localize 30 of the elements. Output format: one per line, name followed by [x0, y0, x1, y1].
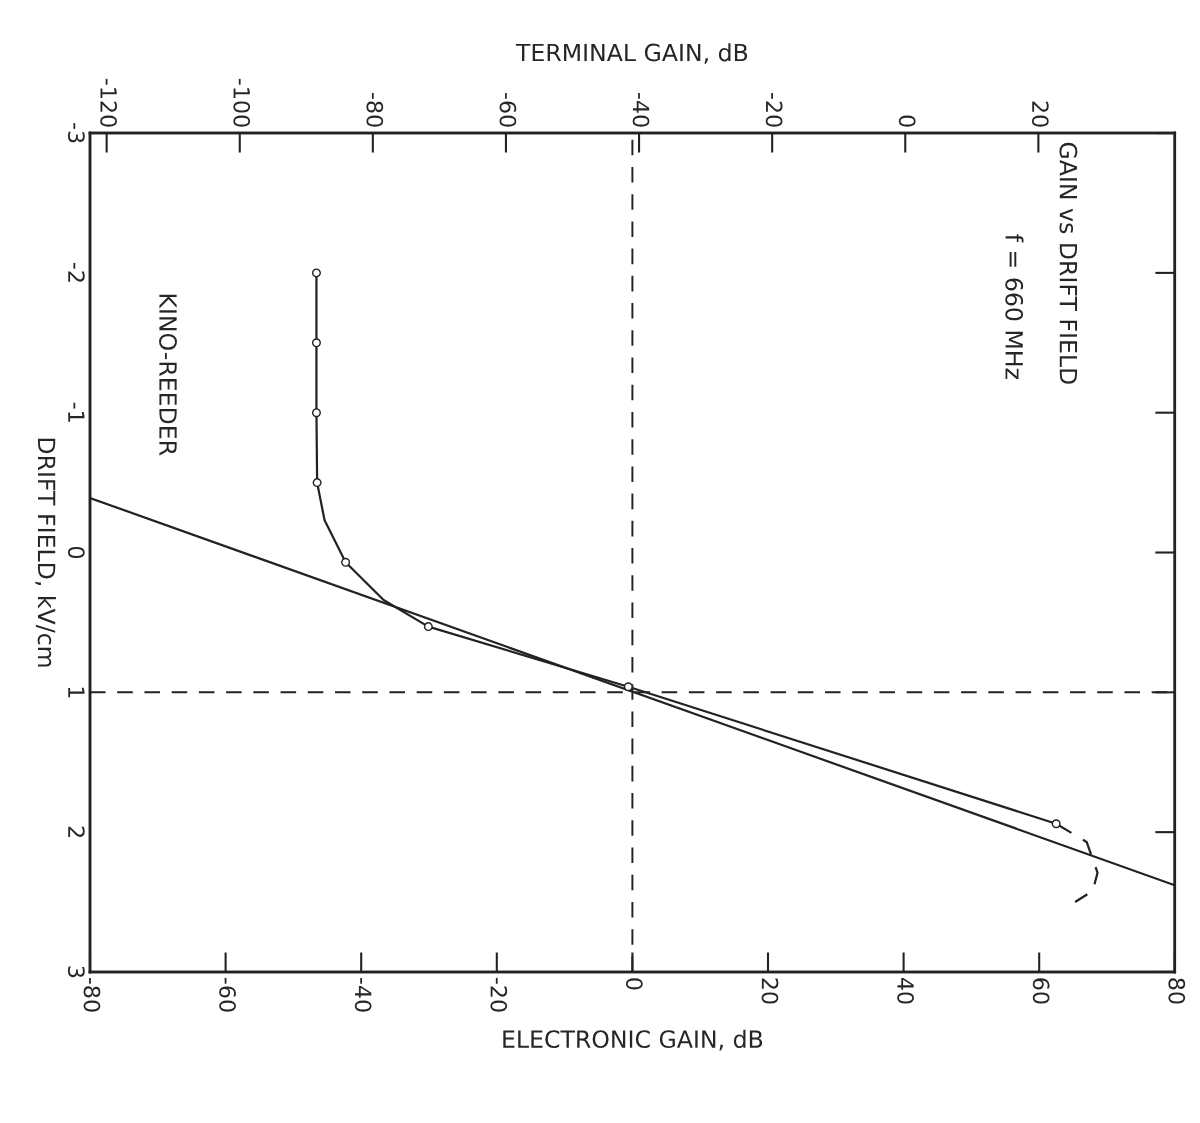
x-tick-label: -80	[83, 977, 101, 1012]
x2-axis-title: TERMINAL GAIN, dB	[515, 43, 748, 64]
x2-tick-label: -60	[499, 93, 517, 127]
x2-tick-label: -80	[366, 93, 384, 127]
x2-tick-label: -120	[100, 78, 117, 127]
x-tick-label: -40	[354, 977, 372, 1012]
y-axis-title: DRIFT FIELD, kV/cm	[35, 438, 56, 667]
x-tick-label: 20	[761, 978, 779, 1004]
y-tick-label: -1	[68, 402, 85, 422]
x2-tick-label: -40	[632, 93, 650, 127]
y-tick-label: 2	[68, 826, 85, 837]
x-tick-label: 80	[1168, 978, 1186, 1004]
y-tick-label: 3	[67, 966, 85, 978]
x2-tick-label: -100	[233, 78, 251, 127]
x-tick-label: 60	[1032, 978, 1050, 1004]
y-tick-label: -2	[68, 262, 85, 282]
x2-tick-label: 0	[898, 115, 916, 127]
x2-tick-label: -20	[765, 93, 783, 127]
x-tick-label: -60	[219, 977, 236, 1012]
annotation: KINO-REEDER	[159, 294, 177, 456]
y-tick-label: 1	[68, 687, 85, 698]
y-tick-label: -3	[67, 123, 85, 143]
annotation: GAIN vs DRIFT FIELD	[1059, 142, 1078, 384]
x-tick-label: 0	[625, 978, 643, 990]
x2-tick-label: 20	[1031, 101, 1049, 127]
x-tick-label: 40	[897, 977, 914, 1004]
x-tick-label: -20	[490, 977, 508, 1012]
y-tick-label: 0	[67, 546, 85, 559]
x-axis-title: ELECTRONIC GAIN, dB	[503, 1029, 763, 1051]
annotation: f = 660 MHz	[1005, 234, 1024, 379]
